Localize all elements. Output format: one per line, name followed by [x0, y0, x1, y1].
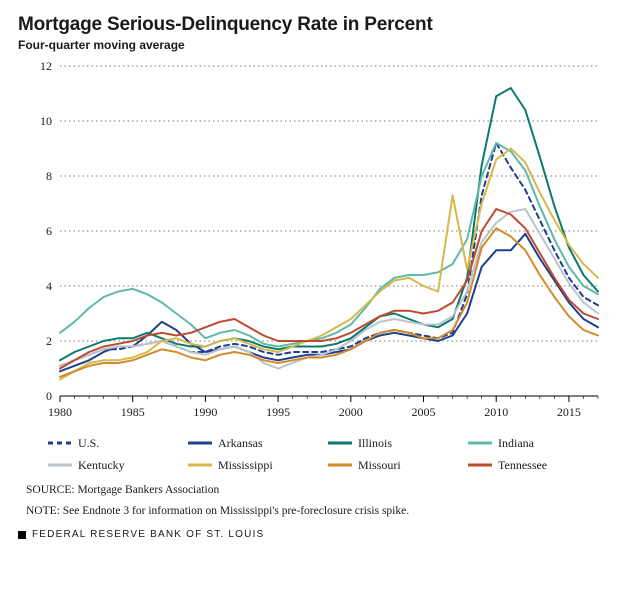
legend-label: Missouri — [358, 458, 401, 473]
svg-text:2005: 2005 — [412, 405, 436, 419]
chart-subtitle: Four-quarter moving average — [18, 38, 608, 52]
svg-text:2010: 2010 — [484, 405, 508, 419]
legend-label: Illinois — [358, 436, 392, 451]
series-il — [60, 88, 598, 360]
legend-item-mo: Missouri — [328, 454, 468, 476]
svg-text:1995: 1995 — [266, 405, 290, 419]
legend-item-il: Illinois — [328, 432, 468, 454]
legend-item-ar: Arkansas — [188, 432, 328, 454]
chart-title: Mortgage Serious-Delinquency Rate in Per… — [18, 14, 608, 36]
svg-text:10: 10 — [40, 114, 52, 128]
svg-text:1990: 1990 — [193, 405, 217, 419]
chart-source: SOURCE: Mortgage Bankers Association — [26, 482, 608, 499]
legend: U.S. Arkansas Illinois Indiana Kentucky Missi… — [48, 432, 608, 476]
brand-square-icon — [18, 531, 26, 539]
chart-note: NOTE: See Endnote 3 for information on M… — [26, 503, 608, 520]
series-in — [60, 143, 598, 347]
svg-text:2: 2 — [46, 334, 52, 348]
legend-label: Kentucky — [78, 458, 125, 473]
legend-item-in: Indiana — [468, 432, 608, 454]
line-chart: 0 2 4 6 8 10 12 1980 1985 1990 1995 2000 2005 2010 201… — [18, 62, 608, 422]
svg-text:8: 8 — [46, 169, 52, 183]
brand-line: FEDERAL RESERVE BANK OF ST. LOUIS — [18, 529, 608, 540]
svg-text:12: 12 — [40, 62, 52, 73]
svg-text:2000: 2000 — [339, 405, 363, 419]
legend-item-tn: Tennessee — [468, 454, 608, 476]
svg-text:6: 6 — [46, 224, 52, 238]
chart-area: 0 2 4 6 8 10 12 1980 1985 1990 1995 2000 2005 2010 201… — [18, 62, 608, 422]
legend-label: Arkansas — [218, 436, 263, 451]
legend-label: Mississippi — [218, 458, 273, 473]
svg-text:1985: 1985 — [121, 405, 145, 419]
legend-item-ky: Kentucky — [48, 454, 188, 476]
legend-item-us: U.S. — [48, 432, 188, 454]
legend-label: U.S. — [78, 436, 99, 451]
legend-label: Indiana — [498, 436, 534, 451]
svg-text:4: 4 — [46, 279, 52, 293]
legend-label: Tennessee — [498, 458, 547, 473]
svg-text:1980: 1980 — [48, 405, 72, 419]
svg-text:2015: 2015 — [557, 405, 581, 419]
legend-item-ms: Mississippi — [188, 454, 328, 476]
brand-text: FEDERAL RESERVE BANK OF ST. LOUIS — [32, 529, 264, 540]
series-ar — [60, 234, 598, 371]
svg-text:0: 0 — [46, 389, 52, 403]
